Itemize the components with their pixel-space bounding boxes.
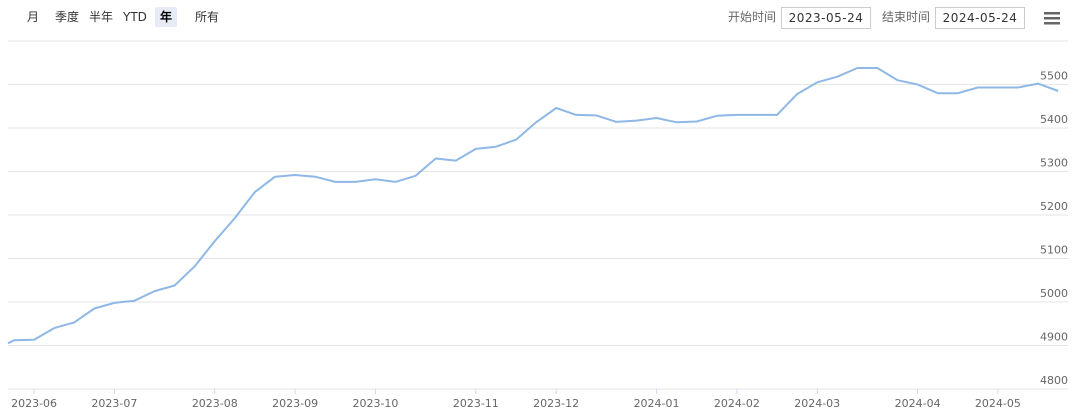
range-button[interactable]: 季度 <box>55 10 80 24</box>
y-tick-label: 5000 <box>1040 287 1068 300</box>
x-tick-label: 2023-11 <box>453 397 499 410</box>
x-tick-label: 2023-08 <box>192 397 238 410</box>
end-label: 结束时间 <box>882 10 931 24</box>
data-line <box>7 67 1059 345</box>
range-button[interactable]: YTD <box>123 10 147 24</box>
range-button[interactable]: 年 <box>155 7 178 27</box>
range-button[interactable]: 月 <box>27 10 40 24</box>
x-tick-label: 2023-09 <box>272 397 318 410</box>
range-button[interactable]: 半年 <box>89 10 114 24</box>
y-tick-label: 5300 <box>1040 157 1068 170</box>
x-tick-label: 2024-01 <box>634 397 680 410</box>
y-tick-label: 4900 <box>1040 331 1068 344</box>
y-tick-label: 5100 <box>1040 244 1068 257</box>
x-tick-label: 2024-02 <box>714 397 760 410</box>
y-tick-label: 4800 <box>1040 374 1068 387</box>
menu-button[interactable] <box>1044 11 1060 25</box>
x-tick-label: 2024-04 <box>895 397 941 410</box>
x-tick-label: 2023-06 <box>11 397 57 410</box>
start-label: 开始时间 <box>728 10 777 24</box>
range-button[interactable]: 所有 <box>195 10 220 24</box>
x-tick-label: 2024-05 <box>975 397 1021 410</box>
x-tick-label: 2024-03 <box>794 397 840 410</box>
x-tick-label: 2023-12 <box>533 397 579 410</box>
end-date-input[interactable]: 2024-05-24 <box>935 7 1025 29</box>
start-date-input[interactable]: 2023-05-24 <box>781 7 871 29</box>
x-tick-label: 2023-07 <box>91 397 137 410</box>
y-tick-label: 5500 <box>1040 70 1068 83</box>
x-tick-label: 2023-10 <box>352 397 398 410</box>
y-tick-label: 5200 <box>1040 200 1068 213</box>
y-tick-label: 5400 <box>1040 113 1068 126</box>
